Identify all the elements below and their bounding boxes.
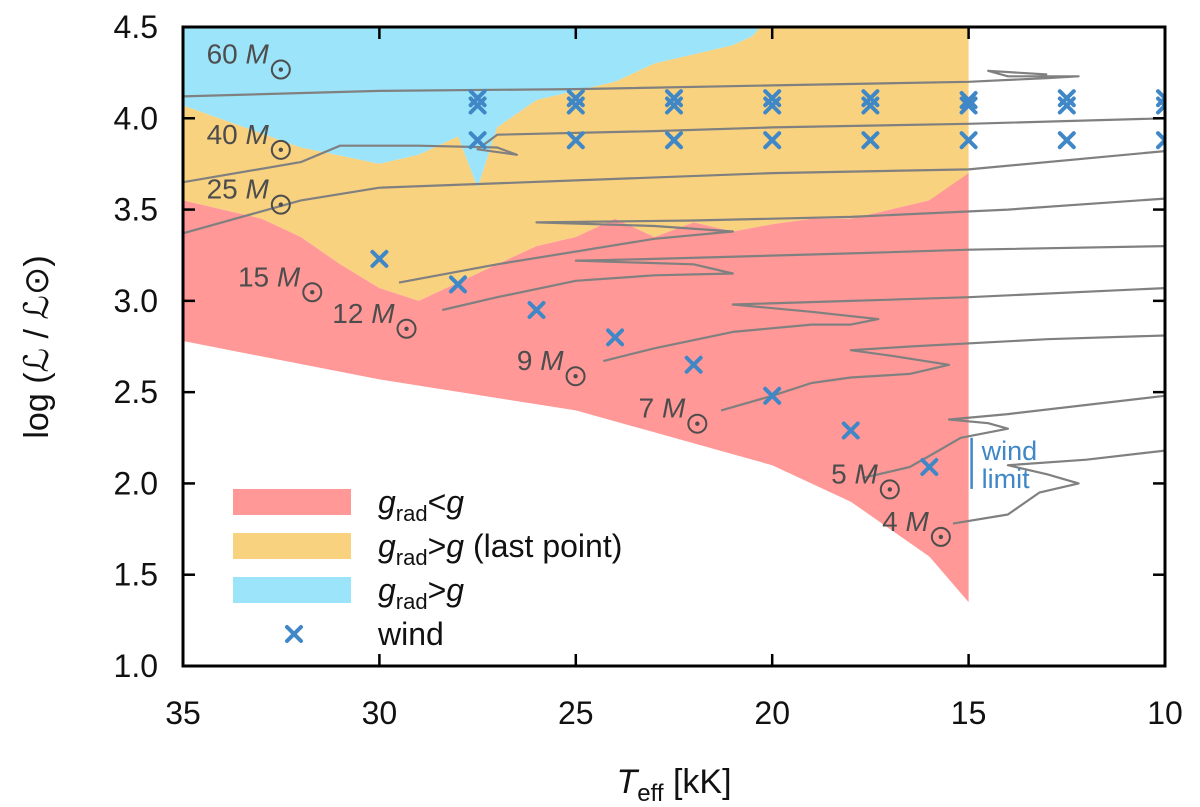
track-9 [603,287,1165,363]
solar-symbol-icon [565,366,586,387]
track-25 [183,150,1165,235]
y-axis-label: log (ℒ / ℒ⊙) [18,255,56,438]
wind-marker [468,96,487,115]
wind-limit-text-2: limit [982,464,1030,494]
wind-marker [566,131,585,150]
track-label-15: 15 M [238,261,323,303]
track-label-40: 40 M [207,119,291,160]
legend-item-wind: wind [285,616,444,652]
x-tick-label: 10 [1147,695,1183,731]
track-4 [952,449,1165,525]
wind-marker [684,355,703,374]
legend-item-red: grad<g [233,484,464,526]
legend-item-orange: grad>g (last point) [233,528,622,570]
x-tick-label: 20 [754,695,790,731]
wind-marker [1057,131,1076,150]
track-label-7: 7 M [639,393,708,434]
region-blue [183,27,761,188]
track-label-60: 60 M [207,39,291,80]
wind-marker-layer [370,89,1165,476]
wind-marker [959,91,978,110]
svg-text:grad>g: grad>g [378,572,464,614]
svg-text:grad<g: grad<g [378,484,464,526]
svg-text:5 M: 5 M [831,458,878,489]
solar-symbol-icon [270,139,291,160]
wind-marker [1156,131,1165,150]
svg-text:15 M: 15 M [238,261,301,292]
wind-marker [370,249,389,268]
wind-marker [763,131,782,150]
wind-marker [468,131,487,150]
wind-limit-text-1: wind [981,436,1038,466]
solar-symbol-icon [930,526,951,547]
track-label-25: 25 M [207,174,291,215]
solar-symbol-icon [687,413,708,434]
wind-marker [920,457,939,476]
svg-text:4 M: 4 M [882,506,929,537]
solar-symbol-icon [302,282,323,303]
wind-marker [763,386,782,405]
wind-marker [1057,96,1076,115]
x-tick-label: 15 [951,695,987,731]
wind-marker [665,131,683,150]
solar-symbol-icon [879,479,900,500]
wind-marker [566,96,585,115]
legend-item-blue: grad>g [233,572,464,614]
svg-text:grad>g (last point): grad>g (last point) [378,528,622,570]
wind-marker [841,421,860,440]
y-tick-label: 2.5 [114,374,158,410]
wind-marker [665,96,683,115]
y-tick-label: 1.5 [114,557,158,593]
region-red [183,173,969,603]
solar-symbol-icon [270,59,291,80]
wind-marker [763,96,782,115]
svg-text:25 M: 25 M [207,174,270,205]
track-layer [183,69,1165,525]
x-tick-label: 25 [558,695,594,731]
svg-text:9 M: 9 M [517,345,564,376]
svg-text:wind: wind [377,616,444,652]
plot-frame [181,25,1167,668]
svg-text:7 M: 7 M [639,393,686,424]
wind-marker [1156,96,1165,115]
svg-text:60 M: 60 M [207,39,270,70]
svg-text:40 M: 40 M [207,119,270,150]
track-label-layer: 60 M 40 M 25 M 15 M 12 M 9 M 7 M 5 M4 M [207,39,951,547]
region-layer [183,27,969,603]
wind-marker [959,96,978,115]
y-tick-label: 4.0 [114,100,158,136]
wind-marker [861,131,880,150]
track-12 [441,245,1165,312]
track-label-9: 9 M [517,345,586,387]
track-60 [183,69,1080,98]
tick-layer: 35 30 25 20 15 10 1.0 1.5 2.0 2.5 3.0 3.5 4.0 4.5 [114,9,1183,731]
track-40 [183,117,1165,184]
track-5 [862,394,1165,480]
track-15 [398,197,1165,284]
track-label-12: 12 M [332,298,417,339]
y-tick-label: 2.0 [114,465,158,501]
y-tick-label: 1.0 [114,648,158,684]
x-axis-label: Teff [kK] [616,763,731,807]
track-label-5: 5 M [831,458,900,500]
track-7 [720,334,1165,412]
svg-text:12 M: 12 M [332,298,395,329]
wind-marker [606,328,625,347]
y-tick-label: 3.5 [114,192,158,228]
wind-marker [527,300,546,319]
wind-marker [861,96,880,115]
solar-symbol-icon [270,194,291,215]
solar-symbol-icon [396,318,417,339]
x-tick-label: 30 [362,695,398,731]
y-tick-label: 3.0 [114,283,158,319]
x-tick-label: 35 [165,695,201,731]
y-tick-label: 4.5 [114,9,158,45]
wind-marker [959,131,978,150]
wind-marker [448,275,467,294]
track-label-4: 4 M [882,506,951,547]
